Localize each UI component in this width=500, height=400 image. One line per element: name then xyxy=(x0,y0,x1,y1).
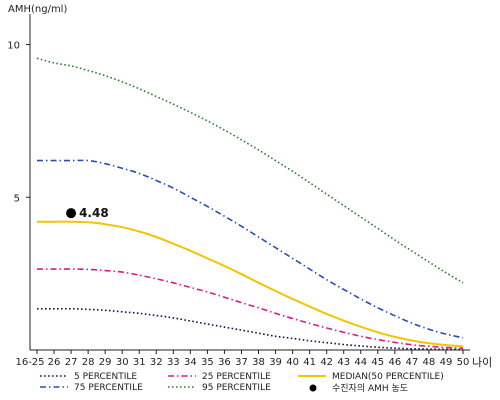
x-tick-label: 46 xyxy=(388,357,401,368)
legend-label-3: 75 PERCENTILE xyxy=(74,383,143,393)
y-axis-label: AMH(ng/ml) xyxy=(8,4,67,15)
x-tick-label: 40 xyxy=(286,357,299,368)
legend-label-patient: 수진자의 AMH 농도 xyxy=(332,383,408,394)
x-tick-label: 31 xyxy=(133,357,146,368)
patient-amh-point xyxy=(66,208,77,219)
x-tick-label: 50 xyxy=(457,357,470,368)
series-line-0 xyxy=(37,307,463,351)
annotations: 4.48 xyxy=(66,206,109,220)
axes: AMH(ng/ml) 나이 xyxy=(8,4,492,369)
y-tick-label: 5 xyxy=(14,193,20,204)
x-tick-label: 37 xyxy=(235,357,248,368)
x-tick-label: 34 xyxy=(184,357,197,368)
x-tick-label: 27 xyxy=(65,357,78,368)
series-line-2 xyxy=(36,220,464,348)
y-ticks: 5 10 xyxy=(7,41,30,204)
x-tick-label: 42 xyxy=(320,357,333,368)
series-line-1 xyxy=(37,268,464,349)
x-tick-label: 35 xyxy=(201,357,214,368)
x-axis-label: 나이 xyxy=(472,356,492,369)
series-lines xyxy=(36,57,464,351)
x-tick-label: 47 xyxy=(406,357,419,368)
legend-label-4: 95 PERCENTILE xyxy=(202,383,271,393)
x-tick-label: 30 xyxy=(116,357,129,368)
y-tick-label: 10 xyxy=(7,41,20,52)
x-tick-label: 43 xyxy=(337,357,350,368)
legend-label-2: MEDIAN(50 PERCENTILE) xyxy=(332,372,444,382)
legend: 5 PERCENTILE 25 PERCENTILE MEDIAN(50 PERCE… xyxy=(40,372,444,394)
legend-swatch-patient xyxy=(309,384,317,392)
legend-label-1: 25 PERCENTILE xyxy=(202,372,271,382)
x-tick-label: 38 xyxy=(252,357,265,368)
x-tick-label: 29 xyxy=(99,357,112,368)
legend-label-0: 5 PERCENTILE xyxy=(74,372,137,382)
x-tick-label: 16-25 xyxy=(15,357,44,368)
x-tick-label: 32 xyxy=(150,357,163,368)
patient-amh-value: 4.48 xyxy=(79,206,109,220)
series-line-4 xyxy=(36,57,464,284)
x-tick-label: 48 xyxy=(423,357,436,368)
x-ticks: 16-25 26 27 28 29 30 31 32 33 34 35 36 37 38 39 40 41 42 4… xyxy=(15,350,469,368)
x-tick-label: 36 xyxy=(218,357,231,368)
x-tick-label: 44 xyxy=(354,357,367,368)
x-tick-label: 49 xyxy=(440,357,453,368)
x-tick-label: 26 xyxy=(48,357,61,368)
series-line-3 xyxy=(37,159,464,339)
x-tick-label: 33 xyxy=(167,357,180,368)
x-tick-label: 41 xyxy=(303,357,316,368)
x-tick-label: 39 xyxy=(269,357,282,368)
x-tick-label: 45 xyxy=(371,357,384,368)
x-tick-label: 28 xyxy=(82,357,95,368)
